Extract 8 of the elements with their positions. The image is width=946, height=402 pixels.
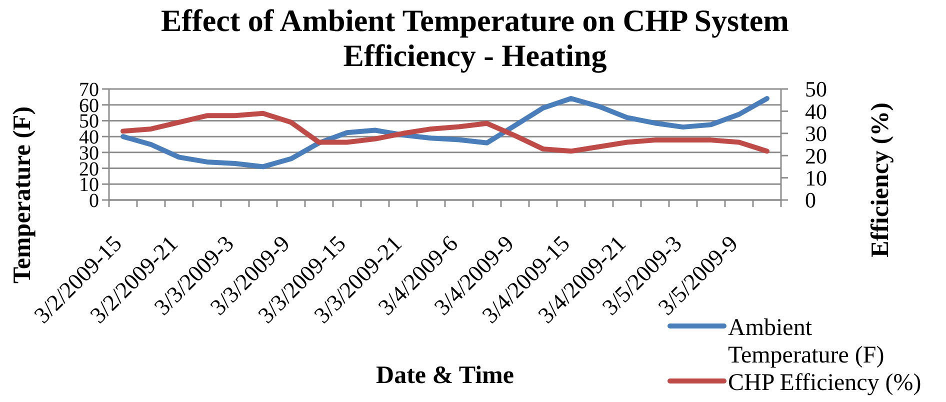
- legend-label: CHP Efficiency (%): [728, 370, 922, 396]
- y2-tick-label: 0: [805, 188, 816, 213]
- legend-label: Ambient Temperature (F): [728, 315, 884, 368]
- y-axis-title: Temperature (F): [9, 106, 36, 284]
- y2-tick-label: 10: [805, 166, 827, 190]
- y2-axis-title: Efficiency (%): [867, 102, 894, 258]
- chart-title: Effect of Ambient Temperature on CHP System Efficiency - Heating: [161, 3, 790, 73]
- x-axis-title: Date & Time: [376, 362, 514, 389]
